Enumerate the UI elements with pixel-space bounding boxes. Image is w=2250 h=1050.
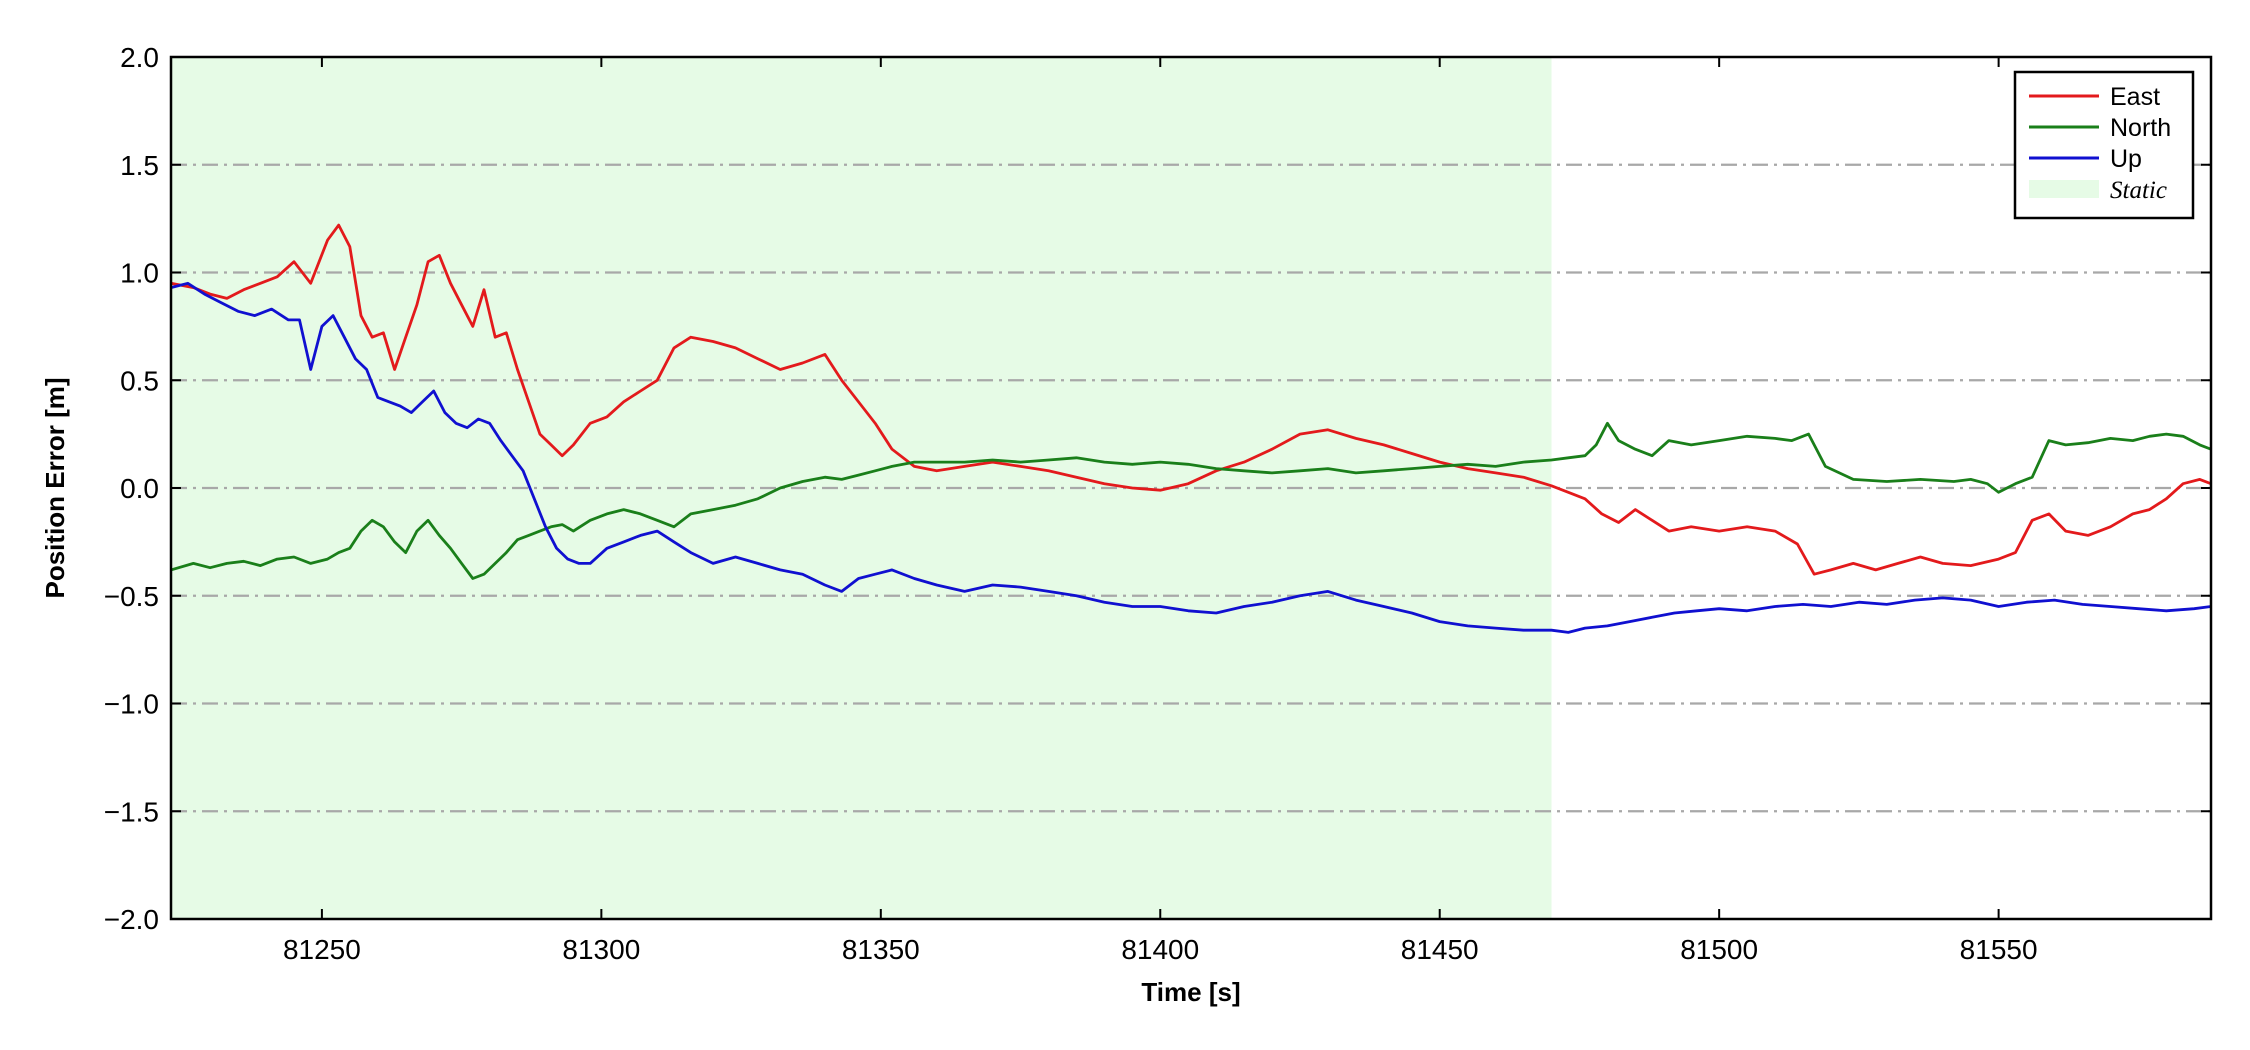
y-tick-label: −2.0 [104,904,159,935]
y-tick-label: 2.0 [120,42,159,73]
x-axis-title: Time [s] [1141,977,1240,1007]
series-lines [171,223,2211,634]
y-axis-title: Position Error [m] [40,377,70,598]
legend-label-up: Up [2110,145,2142,173]
series-line-up [171,281,2211,634]
legend-label-static: Static [2110,177,2167,204]
axis-ticks: 81250 81300 81350 81400 81450 81500 81550 2.0 1.… [104,42,2211,965]
x-tick-label: 81450 [1401,934,1479,965]
x-tick-label: 81250 [283,934,361,965]
x-tick-label: 81500 [1680,934,1758,965]
legend-label-east: East [2110,83,2160,111]
series-line-east [171,223,2211,576]
y-tick-label: −1.0 [104,689,159,720]
series-line-north [171,421,2211,580]
y-tick-label: −0.5 [104,581,159,612]
y-tick-label: 0.5 [120,365,159,396]
legend: East North Up Static [2013,70,2195,220]
x-tick-label: 81300 [562,934,640,965]
y-tick-label: 0.0 [120,473,159,504]
y-tick-label: 1.5 [120,150,159,181]
x-tick-label: 81550 [1960,934,2038,965]
x-tick-label: 81350 [842,934,920,965]
y-tick-label: 1.0 [120,258,159,289]
y-tick-label: −1.5 [104,796,159,827]
x-tick-label: 81400 [1121,934,1199,965]
legend-swatch-static [2029,180,2099,198]
legend-label-north: North [2110,114,2171,142]
